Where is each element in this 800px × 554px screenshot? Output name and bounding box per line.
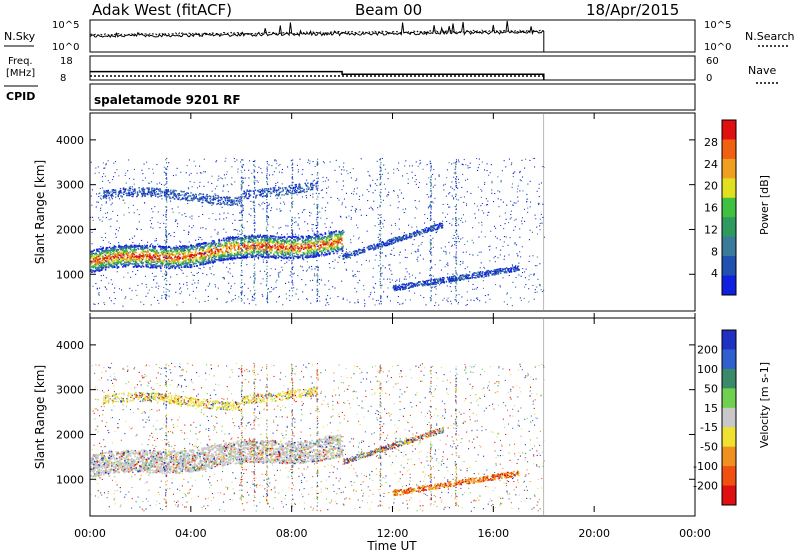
time-x-axis: 00:00 04:00 08:00 12:00 16:00 20:00 00:00 [74, 113, 711, 540]
colorbar-tick-label: -100 [693, 460, 718, 473]
colorbar-swatch [722, 485, 736, 506]
velocity-colorbar: 200 100 50 15 -15 -50 -100 -200 [693, 329, 737, 506]
colorbar-swatch [722, 330, 736, 350]
nsky-label: N.Sky [4, 30, 36, 43]
colorbar-swatch [722, 427, 736, 448]
colorbar-frame [721, 119, 737, 296]
nsky-tick-low: 10^0 [52, 42, 79, 53]
y-tick-label: 1000 [56, 473, 84, 486]
x-tick-label: 20:00 [578, 527, 610, 540]
colorbar-tick-label: 16 [704, 202, 718, 215]
colorbar-swatch [722, 466, 736, 487]
freq-label: Freq. [8, 56, 33, 67]
colorbar-tick-label: 8 [711, 245, 718, 258]
nsky-trace [89, 20, 545, 52]
y-tick-label: 4000 [56, 134, 84, 147]
freq-unit-label: [MHz] [6, 68, 35, 79]
colorbar-swatch [722, 120, 736, 140]
power-panel-frame [89, 112, 696, 312]
colorbar-tick-label: 50 [704, 382, 718, 395]
colorbar-frame [721, 329, 737, 506]
power-y-label: Slant Range [km] [33, 160, 47, 264]
y-tick-label: 3000 [56, 384, 84, 397]
colorbar-tick-label: 24 [704, 158, 718, 171]
cpid-mode: spaletamode 9201 RF [94, 93, 241, 107]
colorbar-swatch [722, 256, 736, 277]
colorbar-tick-label: -50 [700, 441, 718, 454]
freq-tick-low: 8 [60, 73, 66, 84]
colorbar-tick-label: 200 [697, 343, 718, 356]
colorbar-swatch [722, 158, 736, 179]
x-tick-label: 00:00 [74, 527, 106, 540]
cpid-panel-frame [89, 83, 696, 111]
x-tick-label: 08:00 [276, 527, 308, 540]
y-tick-label: 4000 [56, 339, 84, 352]
colorbar-swatch [722, 388, 736, 409]
colorbar-tick-label: 4 [711, 267, 718, 280]
nave-tick-high: 60 [706, 56, 719, 67]
nsearch-tick-low: 10^0 [704, 42, 731, 53]
power-heatmap [90, 157, 545, 307]
y-tick-label: 3000 [56, 179, 84, 192]
nsearch-tick-high: 10^5 [704, 20, 731, 31]
nave-tick-low: 0 [706, 73, 712, 84]
freq-panel-frame [89, 55, 696, 81]
power-colorbar: 4 8 12 16 20 24 28 [704, 119, 737, 296]
x-tick-label: 12:00 [377, 527, 409, 540]
colorbar-tick-label: 12 [704, 223, 718, 236]
x-axis-label: Time UT [366, 539, 417, 553]
colorbar-swatch [722, 368, 736, 389]
colorbar-swatch [722, 178, 736, 199]
beam-title: Beam 00 [355, 1, 422, 19]
y-tick-label: 1000 [56, 268, 84, 281]
colorbar-swatch [722, 275, 736, 296]
colorbar-swatch [722, 236, 736, 257]
colorbar-tick-label: -15 [700, 421, 718, 434]
freq-tick-high: 18 [60, 56, 73, 67]
colorbar-swatch [722, 217, 736, 238]
colorbar-swatch [722, 446, 736, 467]
colorbar-tick-label: 20 [704, 180, 718, 193]
cpid-label: CPID [6, 90, 35, 103]
nsearch-label: N.Search [745, 30, 795, 43]
colorbar-swatch [722, 197, 736, 218]
nsky-panel-frame [89, 19, 696, 53]
velocity-y-axis: 1000 2000 3000 4000 [56, 339, 695, 486]
colorbar-swatch [722, 407, 736, 428]
colorbar-tick-label: 28 [704, 136, 718, 149]
velocity-y-label: Slant Range [km] [33, 365, 47, 469]
velocity-colorbar-label: Velocity [m s-1] [758, 362, 771, 448]
velocity-panel-frame [89, 317, 696, 517]
colorbar-swatch [722, 349, 736, 370]
y-tick-label: 2000 [56, 223, 84, 236]
colorbar-tick-label: -200 [693, 480, 718, 493]
colorbar-tick-label: 15 [704, 402, 718, 415]
station-title: Adak West (fitACF) [92, 1, 232, 19]
colorbar-tick-label: 100 [697, 363, 718, 376]
power-colorbar-label: Power [dB] [758, 175, 771, 235]
nsky-tick-high: 10^5 [52, 20, 79, 31]
x-tick-label: 04:00 [175, 527, 207, 540]
velocity-heatmap [90, 362, 545, 512]
nave-label: Nave [748, 64, 776, 77]
date-title: 18/Apr/2015 [586, 1, 679, 19]
power-y-axis: 1000 2000 3000 4000 [56, 134, 695, 281]
x-tick-label: 16:00 [477, 527, 509, 540]
x-tick-label: 00:00 [679, 527, 711, 540]
colorbar-swatch [722, 139, 736, 160]
y-tick-label: 2000 [56, 428, 84, 441]
nsearch-trace [89, 29, 544, 37]
